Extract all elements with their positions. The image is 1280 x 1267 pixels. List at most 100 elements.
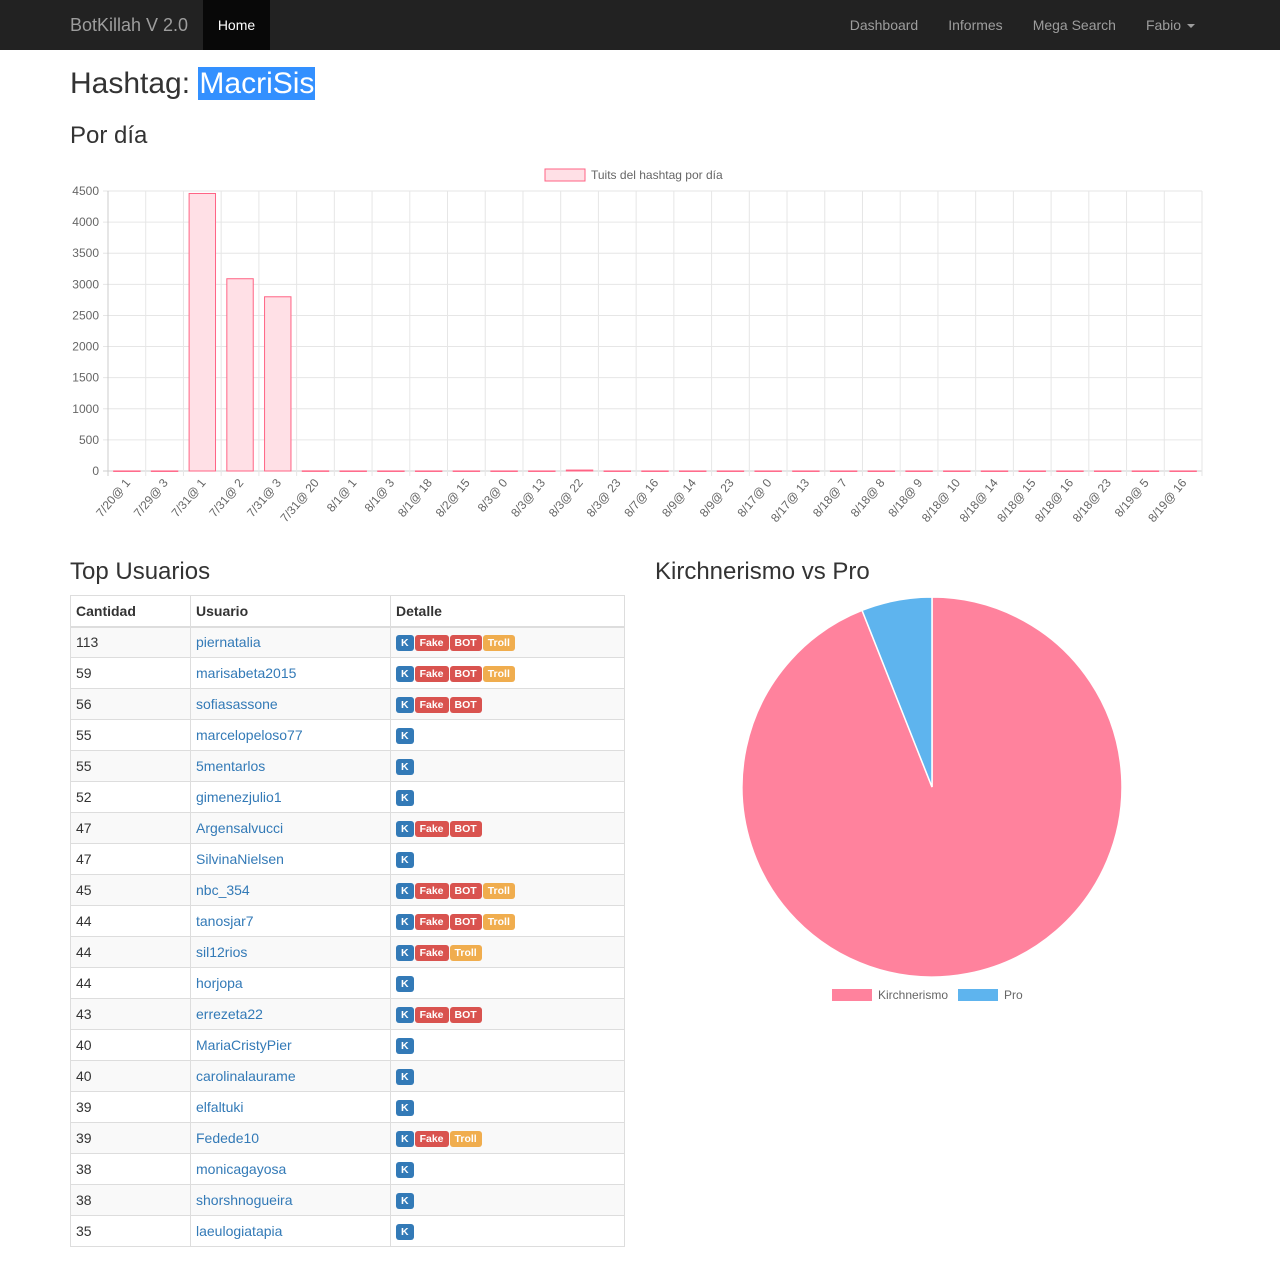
tag-troll: Troll xyxy=(482,666,515,682)
tag-bot: BOT xyxy=(449,821,482,837)
table-row: 52 gimenezjulio1 K xyxy=(70,781,625,813)
section-kirchnerismo-vs-pro: Kirchnerismo vs Pro xyxy=(655,558,870,585)
y-tick-label: 0 xyxy=(92,464,99,478)
tag-bot: BOT xyxy=(449,635,482,652)
cell-cantidad: 59 xyxy=(70,657,191,689)
page-title: Hashtag: MacriSis xyxy=(70,67,316,101)
tag-k: K xyxy=(396,1131,414,1147)
tag-fake: Fake xyxy=(414,666,449,682)
user-link[interactable]: errezeta22 xyxy=(196,1006,263,1022)
table-row: 113 piernatalia K Fake BOT Troll xyxy=(70,626,625,658)
bar xyxy=(716,470,745,472)
bar xyxy=(679,470,707,472)
x-tick-label: 7/31@ 3 xyxy=(244,476,284,520)
bar xyxy=(565,469,594,472)
bar xyxy=(490,470,518,472)
nav-home[interactable]: Home xyxy=(203,0,270,50)
nav-mega-search[interactable]: Mega Search xyxy=(1032,17,1116,33)
tag-k: K xyxy=(396,1038,414,1054)
tag-k: K xyxy=(396,697,414,713)
cell-usuario: marcelopeloso77 xyxy=(190,719,391,751)
cell-cantidad: 55 xyxy=(70,750,191,782)
cell-usuario: Argensalvucci xyxy=(190,812,391,844)
x-tick-label: 7/31@ 20 xyxy=(277,476,321,525)
cell-detalle: K xyxy=(390,967,625,999)
tag-bot: BOT xyxy=(449,883,482,899)
nav-dashboard[interactable]: Dashboard xyxy=(849,17,919,33)
cell-detalle: K Fake BOT Troll xyxy=(390,905,625,937)
brand-logo[interactable]: BotKillah V 2.0 xyxy=(70,15,189,35)
user-link[interactable]: SilvinaNielsen xyxy=(196,851,284,867)
user-link[interactable]: marisabeta2015 xyxy=(196,665,297,681)
cell-detalle: K Fake BOT Troll xyxy=(390,874,625,906)
user-link[interactable]: monicagayosa xyxy=(196,1161,287,1177)
y-tick-label: 1500 xyxy=(72,371,99,385)
tag-k: K xyxy=(396,914,414,930)
bar xyxy=(943,470,971,472)
bar xyxy=(113,470,141,472)
user-link[interactable]: sil12rios xyxy=(196,944,248,960)
user-link[interactable]: gimenezjulio1 xyxy=(196,789,282,805)
table-row: 38 monicagayosa K xyxy=(70,1153,625,1185)
nav-user-menu[interactable]: Fabio xyxy=(1131,0,1210,50)
cell-cantidad: 38 xyxy=(70,1184,191,1216)
x-tick-label: 7/29@ 3 xyxy=(131,476,171,520)
tag-fake: Fake xyxy=(414,883,449,899)
user-link[interactable]: horjopa xyxy=(196,975,243,991)
user-link[interactable]: MariaCristyPier xyxy=(196,1037,292,1053)
cell-cantidad: 40 xyxy=(70,1029,191,1061)
cell-usuario: errezeta22 xyxy=(190,998,391,1030)
user-link[interactable]: Fedede10 xyxy=(196,1130,260,1146)
tag-troll: Troll xyxy=(482,914,515,930)
cell-usuario: monicagayosa xyxy=(190,1153,391,1185)
x-tick-label: 8/18@ 9 xyxy=(885,476,925,520)
user-link[interactable]: carolinalaurame xyxy=(196,1068,296,1084)
tag-k: K xyxy=(396,1069,414,1085)
cell-usuario: 5mentarlos xyxy=(190,750,391,782)
user-link[interactable]: elfaltuki xyxy=(196,1099,244,1115)
cell-cantidad: 56 xyxy=(70,688,191,720)
user-link[interactable]: sofiasassone xyxy=(196,696,278,712)
user-link[interactable]: tanosjar7 xyxy=(196,913,254,929)
cell-detalle: K xyxy=(390,750,625,782)
legend-label: Pro xyxy=(1004,988,1023,1002)
tag-k: K xyxy=(396,1224,414,1240)
user-link[interactable]: nbc_354 xyxy=(196,882,250,898)
cell-cantidad: 40 xyxy=(70,1060,191,1092)
y-tick-label: 3500 xyxy=(72,246,99,260)
x-tick-label: 8/3@ 23 xyxy=(584,476,624,520)
user-link[interactable]: piernatalia xyxy=(196,634,261,651)
user-link[interactable]: shorshnogueira xyxy=(196,1192,293,1208)
bar xyxy=(377,470,405,472)
legend-swatch xyxy=(958,989,998,1001)
cell-usuario: sil12rios xyxy=(190,936,391,968)
table-row: 38 shorshnogueira K xyxy=(70,1184,625,1216)
cell-cantidad: 55 xyxy=(70,719,191,751)
cell-detalle: K Fake Troll xyxy=(390,1122,625,1154)
cell-cantidad: 44 xyxy=(70,936,191,968)
cell-detalle: K xyxy=(390,1153,625,1185)
nav-informes[interactable]: Informes xyxy=(948,17,1003,33)
x-tick-label: 8/2@ 15 xyxy=(433,476,473,520)
tag-troll: Troll xyxy=(482,635,515,652)
y-tick-label: 2000 xyxy=(72,340,99,354)
table-body: 113 piernatalia K Fake BOT Troll 59 marisabeta2… xyxy=(70,626,625,1247)
user-link[interactable]: laeulogiatapia xyxy=(196,1223,283,1239)
col-detalle: Detalle xyxy=(390,595,625,628)
x-tick-label: 8/3@ 13 xyxy=(508,476,548,520)
x-tick-label: 8/7@ 16 xyxy=(621,476,661,520)
user-name: Fabio xyxy=(1145,17,1181,33)
cell-detalle: K xyxy=(390,1060,625,1092)
cell-usuario: elfaltuki xyxy=(190,1091,391,1123)
user-link[interactable]: marcelopeloso77 xyxy=(196,727,303,743)
user-link[interactable]: Argensalvucci xyxy=(196,820,284,836)
x-tick-label: 7/20@ 1 xyxy=(93,476,133,520)
tag-k: K xyxy=(396,790,414,806)
tag-k: K xyxy=(396,635,414,652)
bar xyxy=(264,296,292,472)
bar xyxy=(339,470,367,472)
cell-usuario: horjopa xyxy=(190,967,391,999)
user-link[interactable]: 5mentarlos xyxy=(196,758,266,774)
tag-troll: Troll xyxy=(449,945,482,961)
cell-cantidad: 43 xyxy=(70,998,191,1030)
